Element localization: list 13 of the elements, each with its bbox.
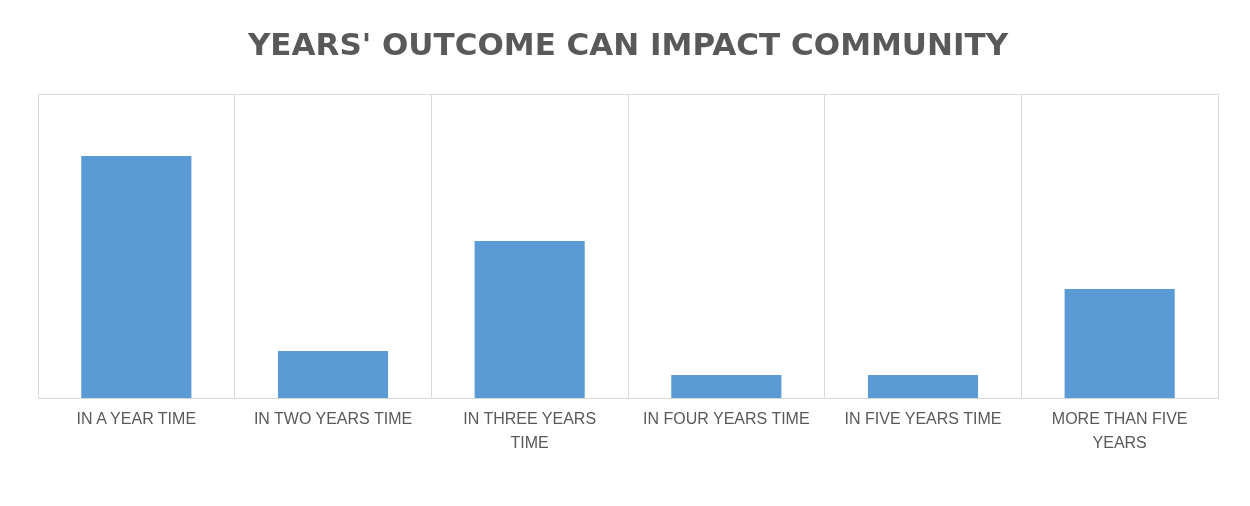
bar: [474, 240, 585, 398]
bar: [277, 351, 389, 398]
x-tick-label: IN THREE YEARS TIME: [463, 409, 597, 451]
bar: [671, 375, 782, 398]
bar: [867, 375, 979, 398]
x-tick-label: MORE THAN FIVE YEARS: [1051, 409, 1188, 451]
bar: [1064, 289, 1175, 398]
x-tick-label: IN FOUR YEARS TIME: [643, 409, 810, 427]
x-tick-label: IN A YEAR TIME: [76, 409, 197, 427]
bar: [81, 156, 192, 398]
x-tick-label: IN TWO YEARS TIME: [253, 409, 413, 427]
x-tick-label: IN FIVE YEARS TIME: [844, 409, 1002, 427]
chart-title: YEARS' OUTCOME CAN IMPACT COMMUNITY: [246, 26, 1009, 62]
